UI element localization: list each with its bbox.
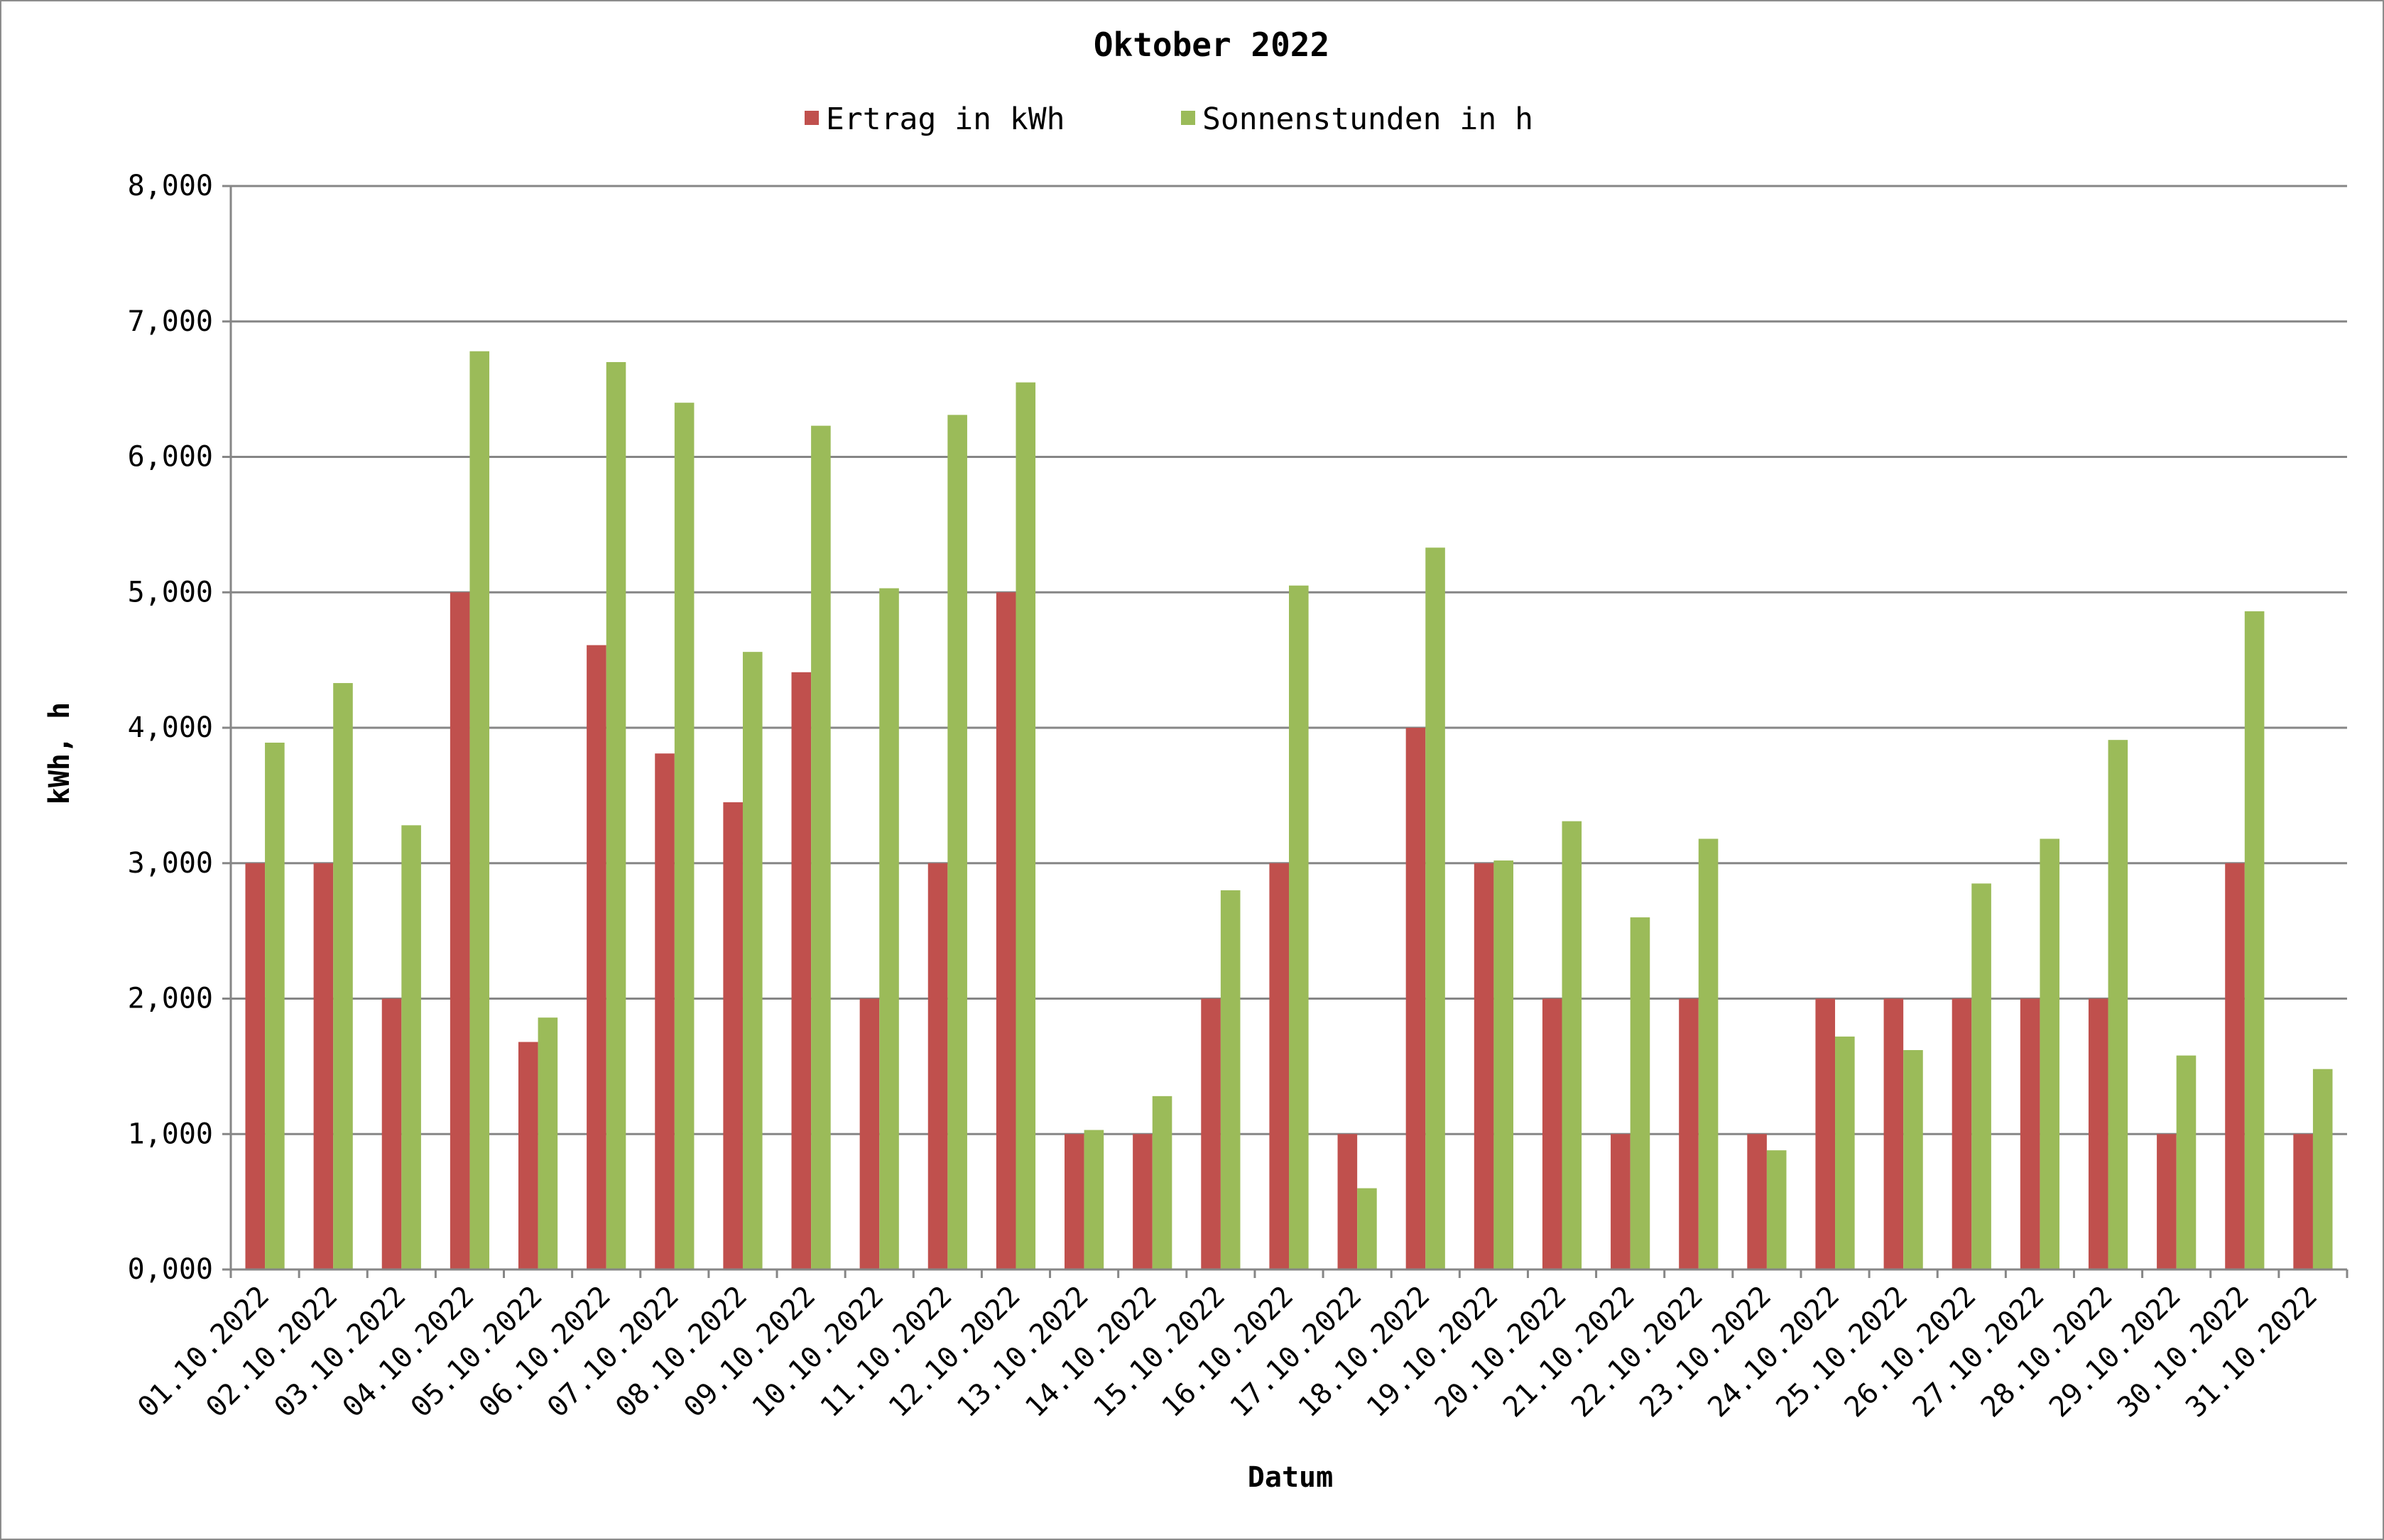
bar-ertrag [450,592,470,1269]
legend-swatch-ertrag [805,111,819,125]
y-axis-title: kWh, h [43,702,76,805]
bar-ertrag [1611,1134,1631,1269]
bar-sonnenstunden [947,415,967,1269]
bar-ertrag [1133,1134,1153,1269]
bar-ertrag [655,753,675,1269]
x-axis-ticks: 01.10.202202.10.202203.10.202204.10.2022… [131,1280,2324,1424]
bar-ertrag [1747,1134,1767,1269]
y-tick-label: 1,000 [128,1118,213,1150]
y-tick-label: 4,000 [128,711,213,744]
bar-sonnenstunden [1971,883,1991,1269]
bar-sonnenstunden [1493,860,1513,1269]
legend: Ertrag in kWh Sonnenstunden in h [805,102,1533,137]
bar-sonnenstunden [1766,1150,1787,1269]
bar-ertrag [927,863,948,1269]
bar-sonnenstunden [1835,1036,1855,1269]
bar-sonnenstunden [1562,821,1582,1269]
bar-sonnenstunden [811,425,831,1269]
bar-sonnenstunden [538,1017,558,1269]
bar-ertrag [2293,1134,2313,1269]
bar-ertrag [791,672,812,1269]
legend-swatch-sonnenstunden [1181,111,1195,125]
bar-ertrag [1201,998,1221,1269]
bar-sonnenstunden [469,351,490,1270]
bar-sonnenstunden [1084,1130,1104,1269]
y-tick-label: 5,000 [128,576,213,608]
bar-ertrag [2225,863,2245,1269]
bar-sonnenstunden [265,742,285,1269]
legend-label-ertrag: Ertrag in kWh [826,102,1065,137]
y-axis-ticks: 0,000 1,000 2,000 3,000 4,000 5,000 6,000 7,000… [128,170,213,1286]
bar-sonnenstunden [1630,917,1650,1269]
legend-label-sonnenstunden: Sonnenstunden in h [1202,102,1533,137]
bar-ertrag [2020,998,2040,1269]
bar-ertrag [859,998,880,1269]
bar-sonnenstunden [879,588,899,1269]
bar-sonnenstunden [401,825,421,1269]
bar-sonnenstunden [2176,1055,2197,1269]
bars [245,351,2333,1270]
y-tick-label: 7,000 [128,305,213,338]
y-tick-label: 8,000 [128,170,213,202]
bar-sonnenstunden [2108,740,2128,1269]
bar-ertrag [1405,728,1426,1269]
bar-ertrag [2088,998,2108,1269]
bar-ertrag [518,1042,538,1269]
x-axis-title: Datum [1248,1461,1333,1494]
bar-ertrag [2157,1134,2177,1269]
bar-sonnenstunden [333,683,353,1269]
bar-ertrag [381,998,402,1269]
bar-ertrag [1542,998,1562,1269]
bar-sonnenstunden [1425,547,1445,1269]
bar-sonnenstunden [1152,1096,1172,1269]
bar-ertrag [723,802,743,1269]
bar-ertrag [587,645,606,1269]
y-tick-label: 3,000 [128,847,213,880]
bar-ertrag [1679,998,1699,1269]
bar-sonnenstunden [2040,839,2060,1269]
y-tick-label: 0,000 [128,1253,213,1286]
y-tick-label: 6,000 [128,441,213,474]
bar-sonnenstunden [2312,1069,2333,1269]
bar-sonnenstunden [1698,839,1719,1269]
bar-ertrag [1883,998,1904,1269]
bar-sonnenstunden [1016,382,1036,1269]
bar-ertrag [996,592,1016,1269]
y-tick-label: 2,000 [128,983,213,1015]
bar-ertrag [313,863,334,1269]
bar-sonnenstunden [1903,1049,1923,1269]
axes [229,186,2348,1278]
bar-sonnenstunden [742,652,763,1269]
bar-ertrag [1952,998,1972,1269]
bar-sonnenstunden [2244,611,2265,1269]
bar-sonnenstunden [674,403,695,1270]
chart-title: Oktober 2022 [1094,26,1329,64]
bar-ertrag [1815,998,1836,1269]
bar-ertrag [245,863,266,1269]
bar-ertrag [1065,1134,1084,1269]
bar-sonnenstunden [1357,1188,1377,1269]
bar-ertrag [1474,863,1494,1269]
bar-sonnenstunden [606,361,626,1270]
bar-sonnenstunden [1220,890,1241,1269]
bar-sonnenstunden [1289,585,1309,1269]
bar-ertrag [1337,1134,1358,1269]
bar-ertrag [1269,863,1289,1269]
